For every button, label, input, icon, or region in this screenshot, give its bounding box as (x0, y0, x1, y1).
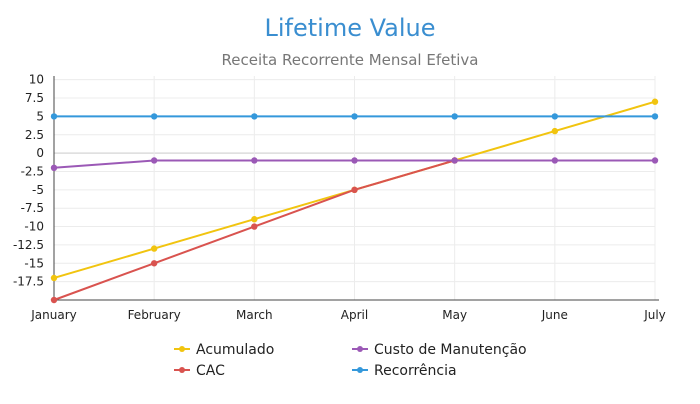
y-tick-label: -7.5 (21, 201, 44, 215)
data-point[interactable] (251, 223, 258, 230)
x-tick-label: January (30, 308, 77, 322)
data-point[interactable] (651, 113, 659, 120)
axes: 10 7.5 5 2.5 0 -2.5 -5 -7.5 -10 -12.5 -15 -17.5 Janu… (13, 73, 666, 322)
y-tick-label: -17.5 (13, 275, 44, 289)
chart-subtitle: Receita Recorrente Mensal Efetiva (222, 51, 479, 69)
legend-swatch-marker (179, 367, 185, 373)
x-tick-label: June (541, 308, 568, 322)
data-point[interactable] (351, 113, 358, 120)
legend-item[interactable]: Recorrência (352, 363, 457, 379)
legend-item[interactable]: Custo de Manutenção (352, 342, 527, 358)
data-point[interactable] (551, 127, 559, 135)
data-point[interactable] (150, 260, 158, 267)
y-tick-label: 5 (36, 109, 44, 123)
data-point[interactable] (251, 157, 258, 164)
legend-label: Acumulado (196, 342, 274, 358)
legend-label: Recorrência (374, 363, 457, 379)
y-tick-label: -5 (32, 183, 44, 197)
legend-swatch-marker (357, 367, 363, 373)
data-point[interactable] (351, 157, 358, 164)
data-point[interactable] (50, 164, 58, 172)
legend-item[interactable]: CAC (174, 363, 225, 379)
data-point[interactable] (50, 296, 58, 304)
y-tick-label: -12.5 (13, 238, 44, 252)
data-point[interactable] (451, 113, 458, 120)
chart-title: Lifetime Value (264, 14, 435, 42)
data-point[interactable] (651, 98, 659, 105)
data-point[interactable] (50, 113, 58, 120)
x-tick-label: July (643, 308, 666, 322)
y-tick-label: -2.5 (21, 164, 44, 178)
data-point[interactable] (351, 186, 358, 194)
data-point[interactable] (651, 157, 659, 164)
legend-swatch-marker (357, 346, 363, 352)
y-tick-label: -15 (24, 256, 44, 270)
x-tick-label: April (341, 308, 368, 322)
legend: Acumulado CAC Custo de Manutenção Recorrênc… (174, 342, 527, 379)
x-tick-label: May (442, 308, 467, 322)
data-point[interactable] (150, 157, 158, 164)
data-point[interactable] (251, 113, 258, 120)
legend-label: Custo de Manutenção (374, 342, 527, 358)
x-tick-label: March (236, 308, 273, 322)
y-tick-label: 2.5 (25, 128, 44, 142)
data-point[interactable] (251, 216, 258, 223)
legend-item[interactable]: Acumulado (174, 342, 274, 358)
data-point[interactable] (150, 245, 158, 252)
legend-swatch-marker (179, 346, 185, 352)
y-tick-label: 0 (36, 146, 44, 160)
data-point[interactable] (451, 157, 458, 164)
y-tick-label: 10 (29, 73, 44, 87)
series (50, 98, 659, 304)
x-tick-label: February (128, 308, 181, 322)
data-point[interactable] (551, 113, 559, 120)
data-point[interactable] (150, 113, 158, 120)
data-point[interactable] (50, 274, 58, 282)
y-tick-label: 7.5 (25, 91, 44, 105)
data-point[interactable] (551, 157, 559, 164)
y-tick-label: -10 (24, 220, 44, 234)
legend-label: CAC (196, 363, 225, 379)
